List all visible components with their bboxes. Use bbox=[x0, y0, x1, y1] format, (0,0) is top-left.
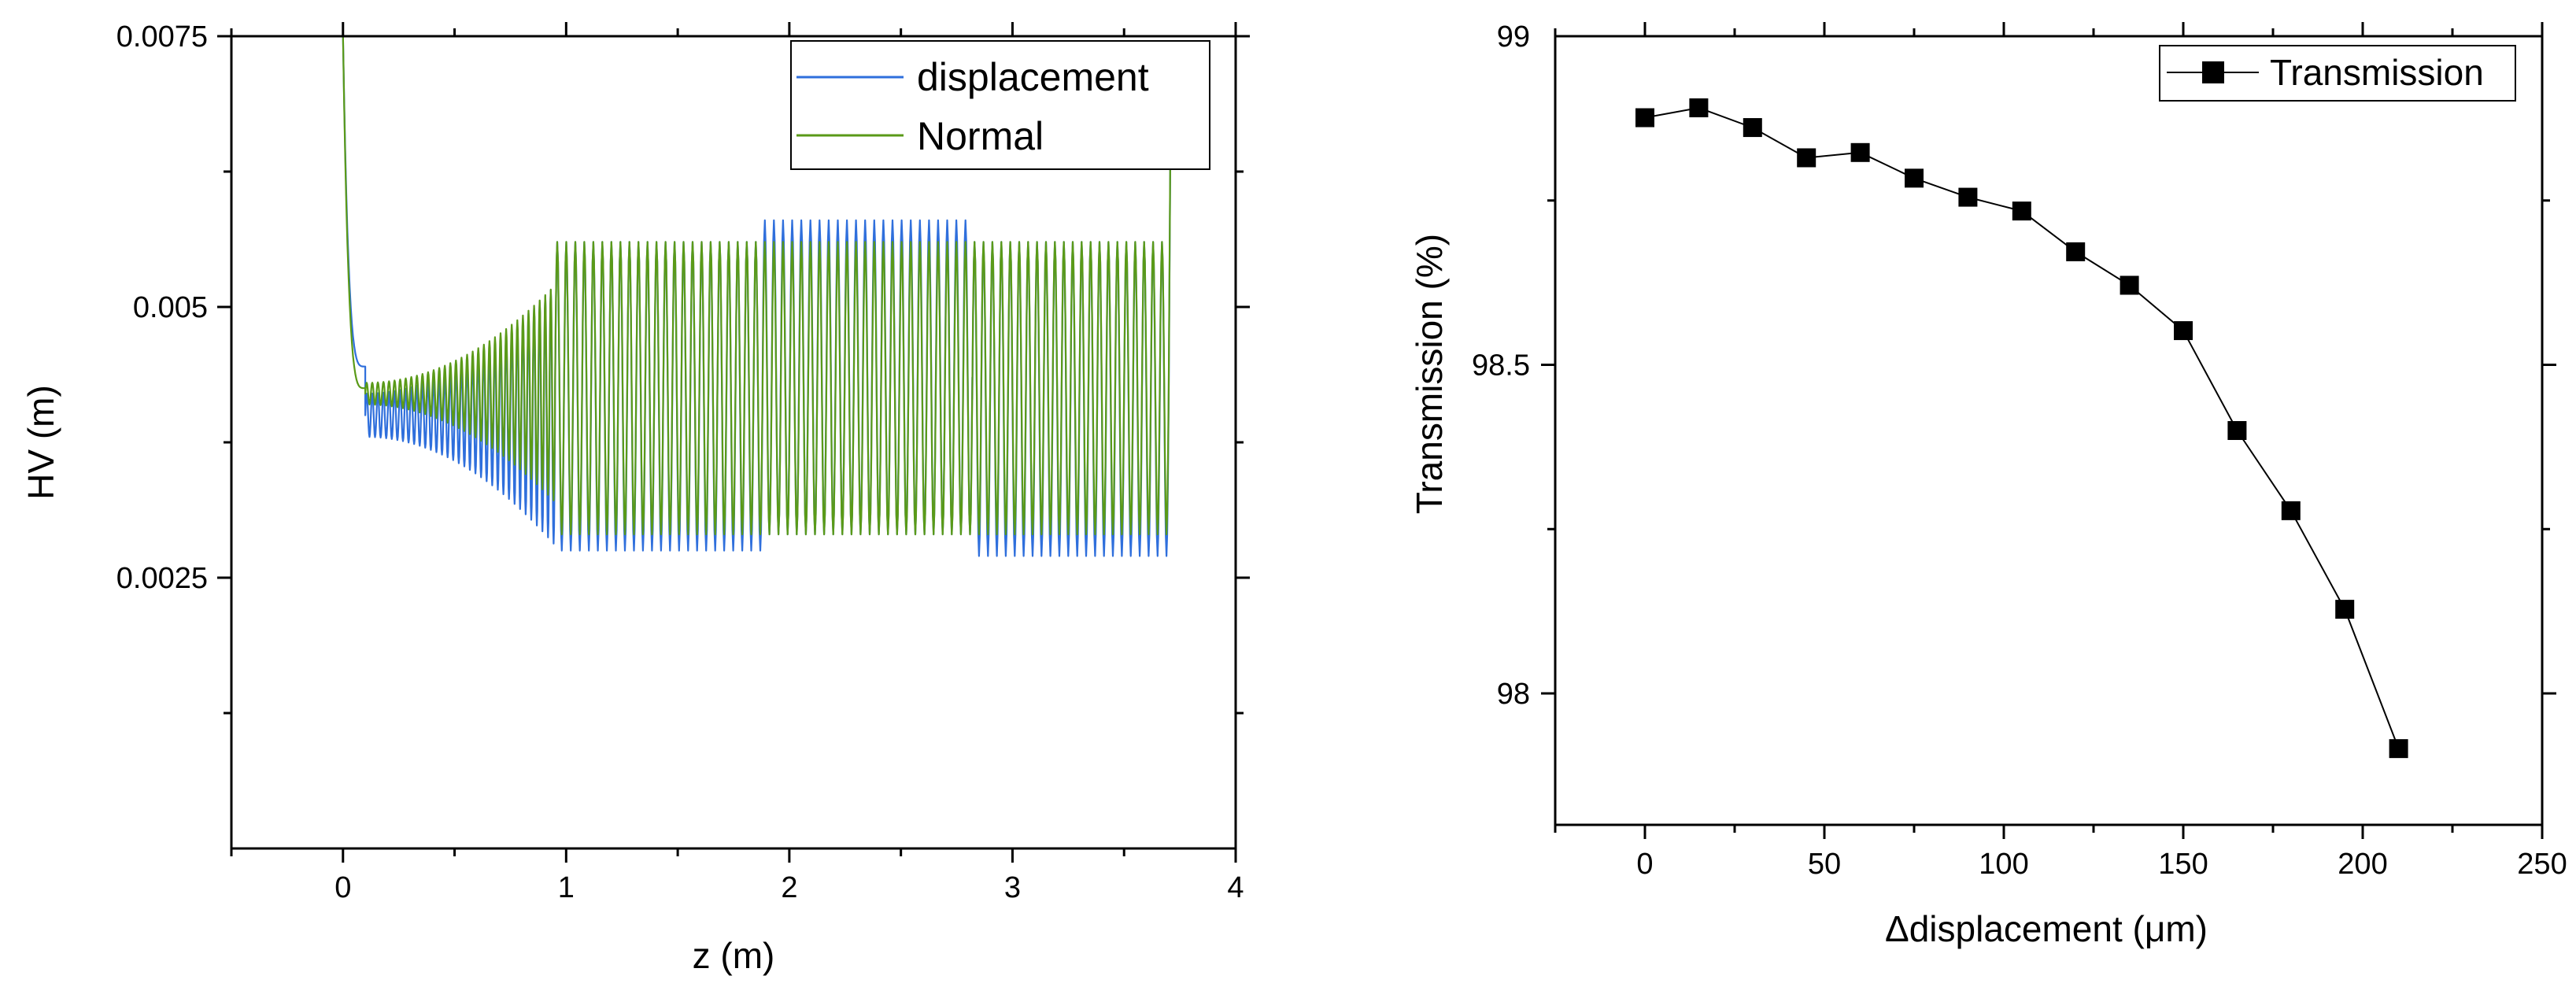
data-point-transmission bbox=[1743, 118, 1762, 138]
transmission-x-tick-label: 200 bbox=[2338, 848, 2387, 881]
legend-label-transmission: Transmission bbox=[2270, 52, 2484, 93]
data-point-transmission bbox=[2174, 321, 2193, 341]
hv-x-tick-label: 0 bbox=[334, 871, 351, 904]
transmission-x-tick-label: 50 bbox=[1808, 848, 1841, 881]
hv-x-tick-label: 4 bbox=[1227, 871, 1244, 904]
transmission-x-tick-label: 250 bbox=[2517, 848, 2567, 881]
transmission-y-tick-label: 98.5 bbox=[1472, 349, 1530, 383]
transmission-y-axis-label: Transmission (%) bbox=[1409, 234, 1450, 514]
transmission-series-group bbox=[1635, 98, 2408, 759]
transmission-x-axis-label: Δdisplacement (μm) bbox=[1885, 908, 2208, 949]
data-point-transmission bbox=[1958, 187, 1978, 207]
data-point-transmission bbox=[1850, 142, 1870, 162]
data-point-transmission bbox=[1905, 168, 1924, 188]
transmission-legend: Transmission bbox=[2159, 45, 2516, 102]
hv-series-group bbox=[342, 36, 1172, 557]
hv-legend: displacement Normal bbox=[790, 40, 1210, 170]
data-point-transmission bbox=[2066, 242, 2086, 261]
transmission-plot-frame bbox=[1554, 35, 2544, 826]
data-point-transmission bbox=[1797, 148, 1817, 168]
hv-x-tick-label: 1 bbox=[558, 871, 575, 904]
hv-y-tick-label: 0.0075 bbox=[116, 20, 208, 54]
legend-swatch-marker-transmission bbox=[2202, 61, 2224, 83]
hv-y-tick-label: 0.005 bbox=[133, 291, 208, 324]
hv-x-tick-label: 3 bbox=[1004, 871, 1021, 904]
hv-y-axis-label: HV (m) bbox=[20, 385, 61, 500]
transmission-chart: 0 50 100 150 200 250 98 98.5 99 Δdisplacement (μ… bbox=[1409, 20, 2567, 949]
transmission-x-tick-label: 0 bbox=[1636, 848, 1653, 881]
hv-y-tick-label: 0.0025 bbox=[116, 562, 208, 595]
legend-label-normal: Normal bbox=[917, 114, 1044, 158]
transmission-ticks: 0 50 100 150 200 250 98 98.5 99 bbox=[1472, 20, 2567, 881]
data-point-transmission bbox=[1689, 98, 1709, 118]
transmission-x-tick-label: 100 bbox=[1979, 848, 2028, 881]
hv-legend-box bbox=[790, 40, 1210, 170]
series-normal bbox=[342, 36, 1172, 536]
transmission-y-tick-label: 98 bbox=[1497, 678, 1530, 711]
data-point-transmission bbox=[2281, 501, 2301, 520]
hv-chart: 0 1 2 3 4 0.0025 0.005 0.0075 z (m) HV (m) disp… bbox=[20, 20, 1250, 976]
hv-x-axis-label: z (m) bbox=[693, 935, 775, 976]
data-point-transmission bbox=[1635, 108, 1654, 128]
hv-x-tick-label: 2 bbox=[781, 871, 797, 904]
data-point-transmission bbox=[2389, 739, 2408, 759]
data-point-transmission bbox=[2227, 421, 2247, 440]
data-point-transmission bbox=[2120, 275, 2139, 295]
transmission-x-tick-label: 150 bbox=[2158, 848, 2208, 881]
data-point-transmission bbox=[2012, 201, 2031, 221]
hv-ticks: 0 1 2 3 4 0.0025 0.005 0.0075 bbox=[116, 20, 1250, 904]
legend-label-displacement: displacement bbox=[917, 55, 1149, 99]
transmission-y-tick-label: 99 bbox=[1497, 20, 1530, 54]
data-point-transmission bbox=[2335, 600, 2355, 619]
